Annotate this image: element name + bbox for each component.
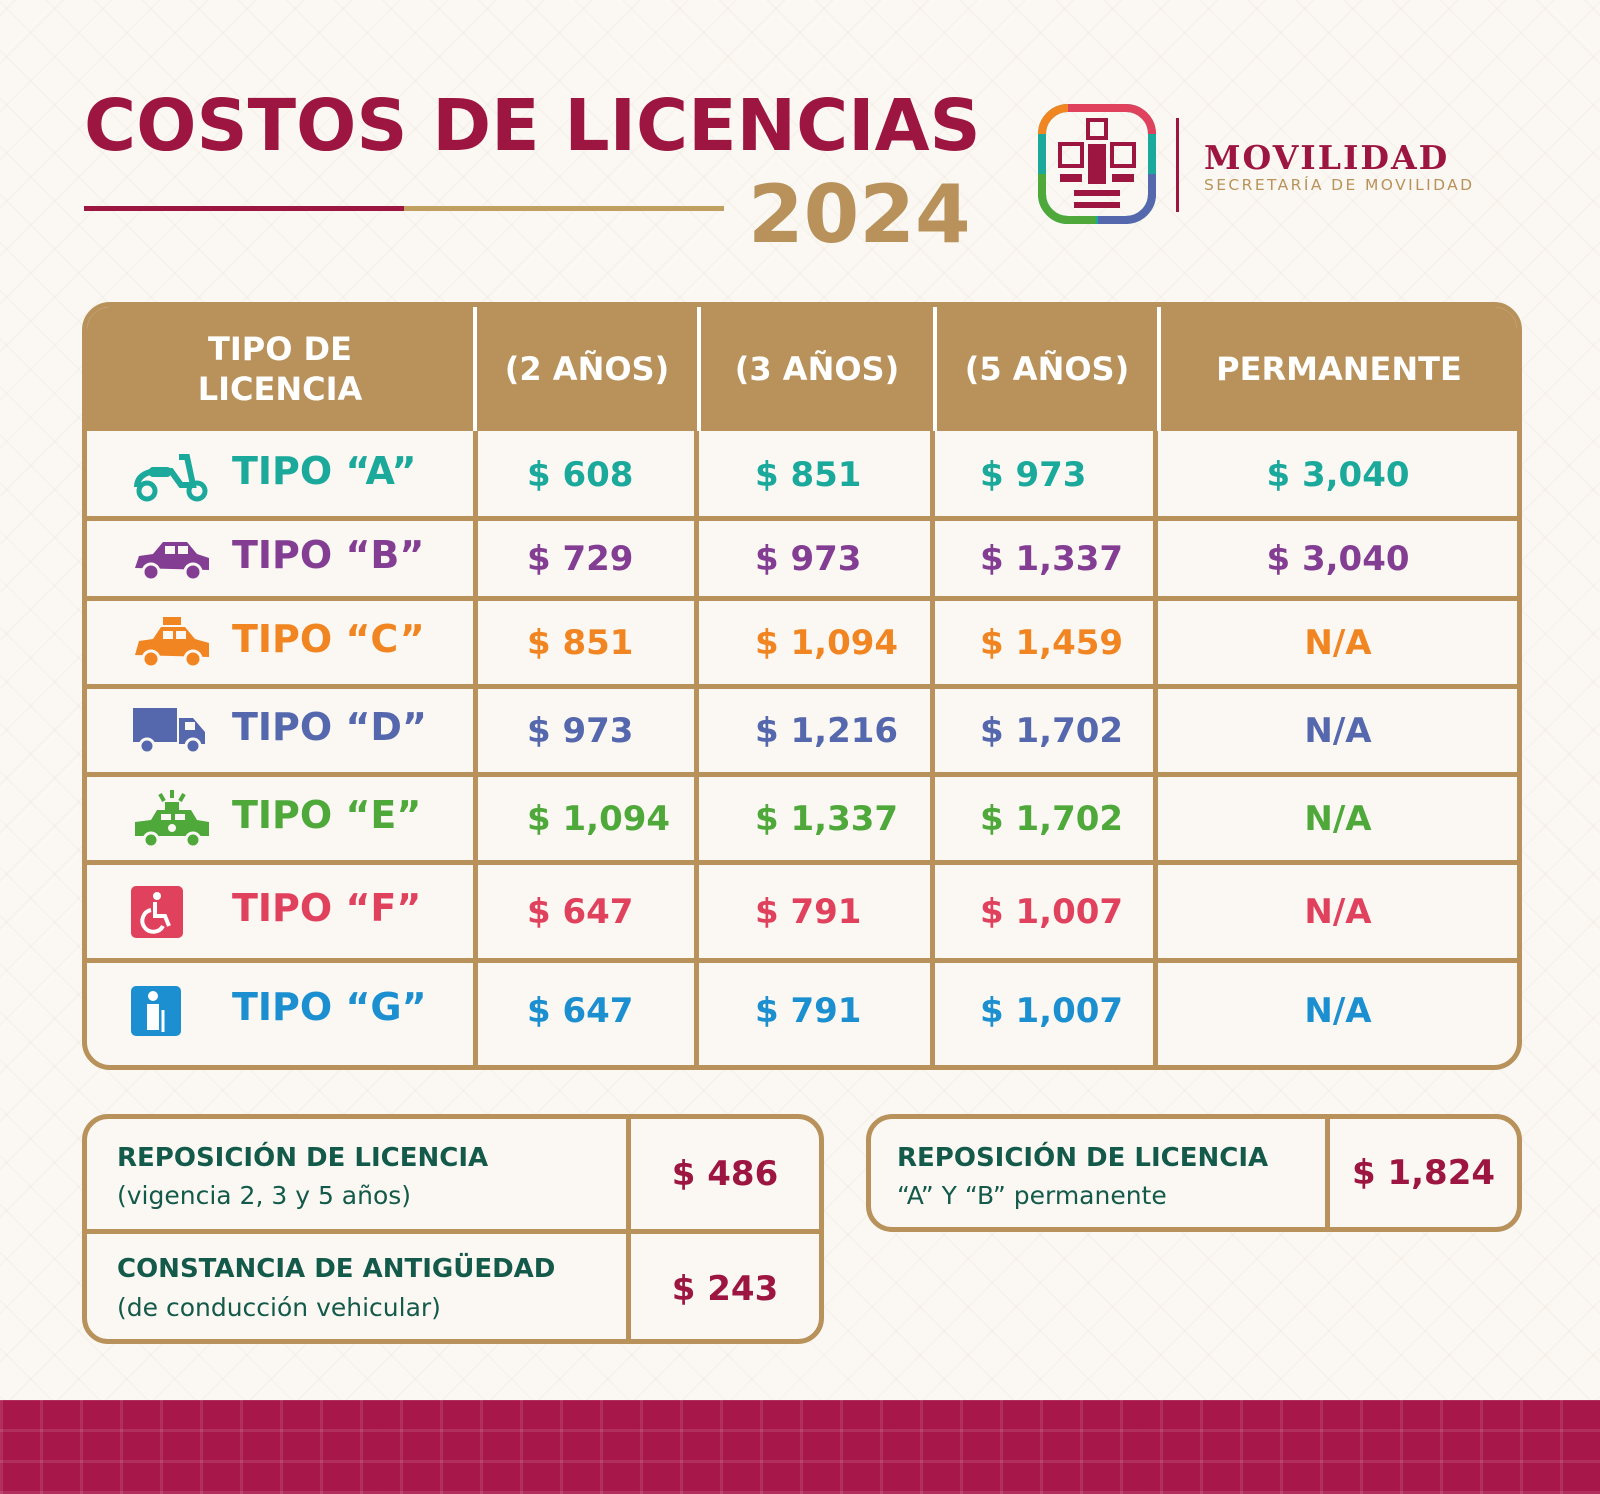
price-cell-p5: $ 1,007 [980, 892, 1124, 932]
seniority-certificate-price: $ 243 [671, 1269, 779, 1309]
table-row: TIPO “C” $ 851 $ 1,094 $ 1,459 N/A [87, 599, 1517, 687]
row-divider [87, 684, 1517, 689]
license-cost-table: TIPO DE LICENCIA (2 AÑOS) (3 AÑOS) (5 AÑ… [82, 302, 1522, 1070]
price-cell-p5: $ 1,337 [980, 539, 1124, 579]
price-cell-perm: $ 3,040 [1266, 455, 1410, 495]
permanent-replacement-subtitle: “A” Y “B” permanente [897, 1181, 1167, 1210]
price-cell-p5: $ 1,007 [980, 991, 1124, 1031]
permanent-replacement-label: REPOSICIÓN DE LICENCIA [897, 1143, 1269, 1173]
header-separator [473, 307, 477, 431]
table-row: TIPO “A” $ 608 $ 851 $ 973 $ 3,040 [87, 431, 1517, 519]
price-cell-p2: $ 729 [527, 539, 634, 579]
price-cell-p2: $ 1,094 [527, 799, 671, 839]
ambulance-icon [131, 775, 213, 863]
price-cell-p3: $ 791 [755, 892, 862, 932]
header-separator [697, 307, 701, 431]
column-divider [473, 431, 478, 1065]
price-cell-p3: $ 791 [755, 991, 862, 1031]
price-cell-p5: $ 1,702 [980, 799, 1124, 839]
elderly-person-icon [131, 961, 181, 1061]
row-divider [87, 860, 1517, 865]
price-cell-p3: $ 1,094 [755, 623, 899, 663]
title-underline-red [84, 206, 404, 211]
header-license-type-line1: TIPO DE [208, 330, 352, 368]
header-5-years: (5 AÑOS) [964, 350, 1130, 388]
scooter-icon [131, 431, 213, 519]
license-type-label: TIPO “A” [232, 449, 417, 493]
car-icon [131, 519, 213, 599]
replacement-fee-subtitle: (vigencia 2, 3 y 5 años) [117, 1181, 412, 1210]
replacement-fee-price: $ 486 [671, 1154, 779, 1194]
table-row: TIPO “B” $ 729 $ 973 $ 1,337 $ 3,040 [87, 519, 1517, 599]
box-column-divider [1325, 1119, 1330, 1227]
brand-name: MOVILIDAD [1204, 138, 1450, 177]
title-underline-gold [404, 206, 724, 211]
column-divider [1153, 431, 1158, 1065]
table-row: TIPO “E” $ 1,094 $ 1,337 $ 1,702 N/A [87, 775, 1517, 863]
column-divider [930, 431, 935, 1065]
row-divider [87, 596, 1517, 601]
price-cell-p2: $ 608 [527, 455, 634, 495]
license-type-label: TIPO “G” [232, 985, 427, 1029]
license-type-label: TIPO “E” [232, 793, 422, 837]
header-separator [1157, 307, 1161, 431]
table-row: TIPO “G” $ 647 $ 791 $ 1,007 N/A [87, 961, 1517, 1061]
price-cell-p2: $ 647 [527, 991, 634, 1031]
extra-fees-box: REPOSICIÓN DE LICENCIA (vigencia 2, 3 y … [82, 1114, 824, 1344]
brand-subtitle: SECRETARÍA DE MOVILIDAD [1204, 176, 1475, 194]
license-type-label: TIPO “F” [232, 886, 422, 930]
table-row: TIPO “F” $ 647 $ 791 $ 1,007 N/A [87, 863, 1517, 961]
taxi-icon [131, 599, 213, 687]
license-type-label: TIPO “C” [232, 617, 425, 661]
price-cell-p3: $ 851 [755, 455, 862, 495]
header-2-years: (2 AÑOS) [504, 350, 670, 388]
page-year: 2024 [748, 168, 971, 261]
header-permanent: PERMANENTE [1216, 350, 1462, 388]
price-cell-p3: $ 1,216 [755, 711, 899, 751]
truck-icon [131, 687, 207, 775]
permanent-replacement-price: $ 1,824 [1351, 1153, 1496, 1193]
logo-divider [1176, 118, 1179, 212]
price-cell-perm: N/A [1304, 991, 1372, 1031]
table-row: TIPO “D” $ 973 $ 1,216 $ 1,702 N/A [87, 687, 1517, 775]
price-cell-perm: N/A [1304, 892, 1372, 932]
header-3-years: (3 AÑOS) [734, 350, 900, 388]
movilidad-logo-icon [1038, 104, 1156, 224]
wheelchair-icon [131, 863, 183, 961]
price-cell-p3: $ 1,337 [755, 799, 899, 839]
price-cell-p2: $ 647 [527, 892, 634, 932]
seniority-certificate-subtitle: (de conducción vehicular) [117, 1293, 441, 1322]
price-cell-perm: N/A [1304, 799, 1372, 839]
box-row-divider [87, 1229, 819, 1234]
price-cell-p3: $ 973 [755, 539, 862, 579]
decorative-footer-pattern [0, 1400, 1600, 1494]
price-cell-p5: $ 1,702 [980, 711, 1124, 751]
license-type-label: TIPO “D” [232, 705, 427, 749]
header-separator [933, 307, 937, 431]
table-header: TIPO DE LICENCIA (2 AÑOS) (3 AÑOS) (5 AÑ… [87, 307, 1517, 431]
page-title: COSTOS DE LICENCIAS [84, 84, 981, 167]
price-cell-perm: N/A [1304, 623, 1372, 663]
row-divider [87, 958, 1517, 963]
price-cell-perm: $ 3,040 [1266, 539, 1410, 579]
price-cell-p5: $ 973 [980, 455, 1087, 495]
permanent-replacement-box: REPOSICIÓN DE LICENCIA “A” Y “B” permane… [866, 1114, 1522, 1232]
replacement-fee-label: REPOSICIÓN DE LICENCIA [117, 1143, 489, 1173]
price-cell-perm: N/A [1304, 711, 1372, 751]
header-license-type-line2: LICENCIA [197, 370, 363, 408]
header-license-type: TIPO DE LICENCIA [87, 307, 473, 431]
row-divider [87, 516, 1517, 521]
row-divider [87, 772, 1517, 777]
seniority-certificate-label: CONSTANCIA DE ANTIGÜEDAD [117, 1254, 556, 1284]
price-cell-p5: $ 1,459 [980, 623, 1124, 663]
price-cell-p2: $ 973 [527, 711, 634, 751]
column-divider [694, 431, 699, 1065]
license-type-label: TIPO “B” [232, 533, 425, 577]
price-cell-p2: $ 851 [527, 623, 634, 663]
